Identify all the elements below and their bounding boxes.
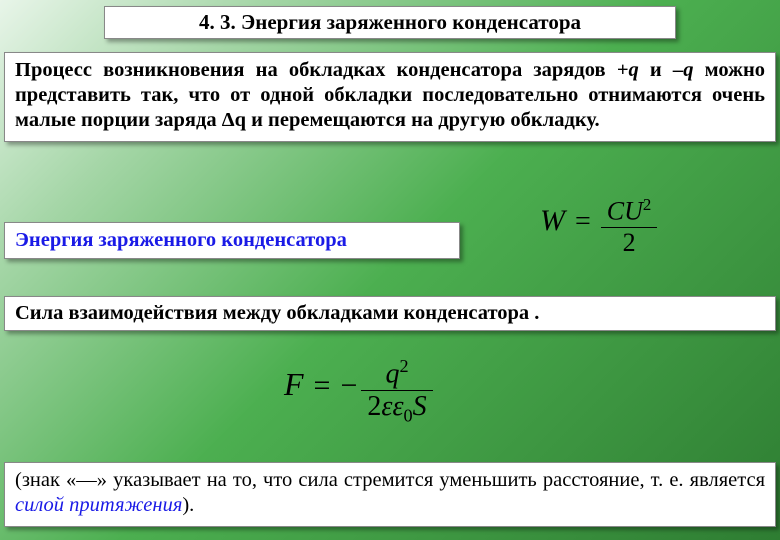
formula-force: F = − q2 2εε0S bbox=[284, 356, 534, 438]
formula-energy: W = CU2 2 bbox=[540, 195, 760, 270]
force-sentence: Сила взаимодействия между обкладками кон… bbox=[4, 296, 776, 331]
num-U: U bbox=[624, 197, 643, 226]
note-paragraph: (знак «—» указывает на то, что сила стре… bbox=[4, 462, 776, 527]
note-prefix: (знак «—» указывает на то, что сила стре… bbox=[15, 469, 765, 491]
plus-q: +q bbox=[617, 59, 639, 81]
title-text: 4. 3. Энергия заряженного конденсатора bbox=[199, 10, 581, 34]
para-mid1: и bbox=[639, 59, 673, 81]
num-q-exp: 2 bbox=[399, 356, 408, 376]
F-lhs: F bbox=[284, 366, 304, 402]
equals-sign-F: = bbox=[308, 369, 337, 402]
num-q: q bbox=[385, 358, 399, 389]
equals-sign: = bbox=[569, 206, 597, 237]
energy-label-text: Энергия заряженного конденсатора bbox=[15, 229, 347, 251]
den-sub0: 0 bbox=[403, 406, 412, 426]
num-exp: 2 bbox=[643, 195, 651, 214]
energy-label-box: Энергия заряженного конденсатора bbox=[4, 222, 460, 259]
W-fraction: CU2 2 bbox=[601, 195, 658, 258]
F-fraction: q2 2εε0S bbox=[361, 356, 432, 427]
W-denominator: 2 bbox=[601, 228, 658, 258]
F-numerator: q2 bbox=[361, 356, 432, 391]
force-text: Сила взаимодействия между обкладками кон… bbox=[15, 302, 539, 324]
den-S: S bbox=[413, 391, 427, 422]
minus-sign: − bbox=[340, 369, 357, 402]
intro-paragraph: Процесс возникновения на обкладках конде… bbox=[4, 52, 776, 142]
minus-q: –q bbox=[673, 59, 694, 81]
F-denominator: 2εε0S bbox=[361, 391, 432, 427]
W-lhs: W bbox=[540, 204, 565, 237]
den-2: 2 bbox=[623, 228, 636, 257]
attraction-force: силой притяжения bbox=[15, 494, 182, 516]
den-eps: ε bbox=[381, 391, 392, 422]
den-eps0: ε bbox=[392, 391, 403, 422]
den-two: 2 bbox=[367, 391, 381, 422]
num-C: C bbox=[607, 197, 624, 226]
note-suffix: ). bbox=[182, 494, 194, 516]
formula-force-row: F = − q2 2εε0S bbox=[4, 348, 776, 444]
para-prefix: Процесс возникновения на обкладках конде… bbox=[15, 59, 617, 81]
section-title: 4. 3. Энергия заряженного конденсатора bbox=[104, 6, 676, 39]
W-numerator: CU2 bbox=[601, 195, 658, 228]
